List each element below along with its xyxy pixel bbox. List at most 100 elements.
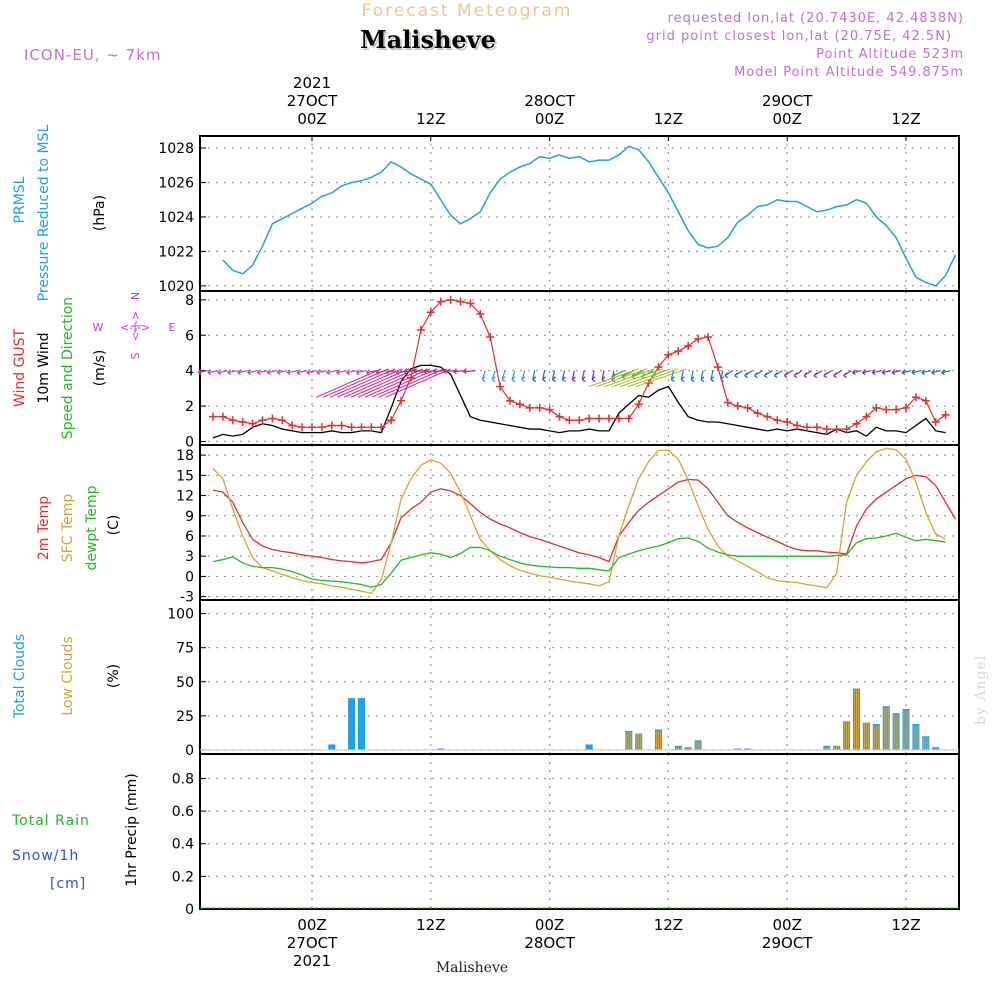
- gust-marker: [228, 416, 237, 425]
- wind-direction-arrow: [462, 368, 476, 375]
- gust-marker: [218, 412, 227, 421]
- wind-direction-arrow: [803, 370, 813, 379]
- wind10-line: [212, 364, 946, 439]
- gust-direction-streak: [588, 368, 639, 388]
- top-time-label: 27OCT: [287, 92, 338, 110]
- pressure-unit-label: (hPa): [92, 195, 108, 231]
- gust-direction-streak: [323, 368, 389, 398]
- wind-direction-arrow: [257, 369, 268, 376]
- wind-direction-arrow: [891, 369, 902, 376]
- wind-direction-arrow: [911, 369, 921, 376]
- wind-direction-arrow: [316, 369, 327, 376]
- compass-n: N: [129, 292, 142, 300]
- y-tick-label: 18: [176, 448, 194, 464]
- wind-direction-arrow: [591, 370, 596, 383]
- model-label: ICON-EU, ~ 7km: [24, 46, 162, 64]
- pressure-line: [222, 145, 957, 287]
- gust-marker: [822, 425, 831, 434]
- panel-wind: 0 2 4 6 8: [185, 290, 960, 450]
- gust-marker: [367, 423, 376, 432]
- bottom-time-label: 12Z: [654, 916, 683, 934]
- gust-marker: [892, 405, 901, 414]
- wind-direction-arrow: [690, 370, 695, 383]
- compass-s: S: [129, 352, 142, 359]
- gust-marker: [812, 423, 821, 432]
- gust-marker: [565, 416, 574, 425]
- wind-direction-arrow: [823, 370, 833, 379]
- gust-marker: [327, 421, 336, 430]
- wind-direction-arrow: [773, 370, 783, 379]
- gust-marker: [308, 423, 316, 432]
- wind-direction-arrow: [306, 369, 318, 376]
- wind-direction-arrow: [724, 370, 734, 379]
- gust-direction-streak: [350, 368, 417, 398]
- wind-direction-arrow: [871, 369, 882, 376]
- pressure-label-prmsl: PRMSL: [12, 176, 28, 223]
- y-tick-label: 0: [185, 434, 194, 450]
- wind-direction-arrow: [861, 369, 872, 376]
- wind-direction-arrow: [901, 369, 912, 376]
- y-tick-label: 0: [185, 569, 194, 585]
- gust-direction-streak: [612, 368, 663, 388]
- gust-marker: [248, 419, 257, 428]
- gust-marker: [773, 416, 782, 425]
- wind-direction-arrow: [931, 369, 941, 376]
- wind-direction-arrow: [346, 369, 357, 376]
- gust-marker: [684, 341, 693, 350]
- gust-marker: [713, 363, 722, 372]
- y-tick-label: 1028: [158, 141, 194, 157]
- gust-marker: [496, 382, 505, 391]
- gust-direction-streak: [636, 368, 687, 388]
- y-tick-label: 25: [176, 709, 194, 725]
- wind-direction-arrow: [793, 370, 803, 379]
- temp-sfc-label: SFC Temp: [60, 494, 76, 563]
- wind-direction-arrow: [551, 370, 556, 383]
- gust-direction-streak: [357, 368, 424, 398]
- gust-direction-streak: [385, 368, 451, 398]
- gridpoint-lonlat: grid point closest lon,lat (20.75E, 42.5…: [646, 29, 952, 44]
- wind-direction-arrow: [941, 369, 951, 376]
- t2m-line: [212, 474, 957, 564]
- bottom-time-label: 29OCT: [762, 934, 813, 952]
- gust-marker: [743, 403, 752, 412]
- footer-location: Malisheve: [436, 960, 508, 976]
- y-tick-label: 1020: [158, 279, 194, 295]
- wind-direction-arrow: [852, 369, 862, 376]
- y-tick-label: 9: [185, 509, 194, 525]
- top-time-label: 00Z: [773, 110, 802, 128]
- y-tick-label: 3: [185, 549, 194, 565]
- top-time-label: 00Z: [535, 110, 564, 128]
- forecast-title: Forecast Meteogram: [362, 1, 573, 21]
- compass-arrows-h: <-|->: [120, 321, 150, 334]
- gust-marker: [258, 416, 267, 425]
- wind-direction-arrow: [833, 370, 842, 379]
- total-cloud-bar: [585, 744, 593, 750]
- wind-direction-arrow: [511, 370, 516, 383]
- temp-unit-label: (C): [106, 515, 122, 536]
- top-time-label: 12Z: [891, 110, 920, 128]
- gust-marker: [466, 299, 475, 308]
- top-time-label: 12Z: [416, 110, 445, 128]
- y-tick-label: 1022: [158, 244, 194, 260]
- wind-direction-arrow: [670, 370, 675, 383]
- wind-gust-label: Wind GUST: [12, 328, 28, 407]
- bottom-time-label: 28OCT: [524, 934, 575, 952]
- gust-marker: [387, 416, 396, 425]
- wind-direction-arrow: [217, 369, 228, 376]
- gust-marker: [298, 423, 307, 432]
- top-time-label: 00Z: [297, 110, 326, 128]
- gust-marker: [852, 419, 861, 428]
- gust-direction-streak: [364, 368, 431, 398]
- wind-direction-arrow: [207, 369, 219, 376]
- gust-marker: [426, 308, 435, 317]
- requested-lonlat: requested lon,lat (20.7430E, 42.4838N): [668, 11, 964, 26]
- y-tick-label: 0.2: [172, 869, 194, 885]
- gust-marker: [347, 423, 356, 432]
- y-tick-label: 0.8: [172, 771, 194, 787]
- gust-marker: [634, 400, 643, 409]
- temp-2m-label: 2m Temp: [36, 496, 52, 560]
- bottom-time-label: 2021: [293, 952, 331, 970]
- snow-label: Snow/1h: [12, 848, 79, 864]
- gust-marker: [803, 423, 811, 432]
- y-tick-label: 12: [176, 489, 194, 505]
